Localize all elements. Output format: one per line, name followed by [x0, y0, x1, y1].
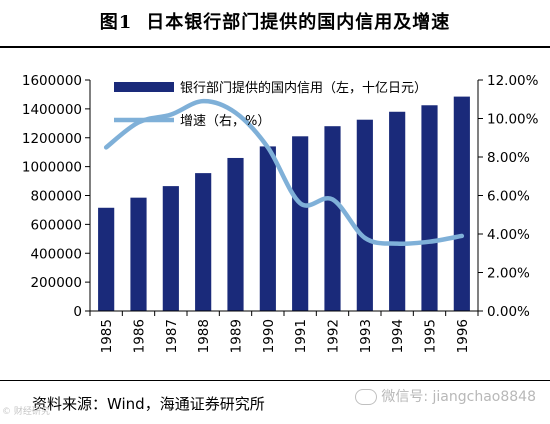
bar-1995 — [421, 105, 438, 311]
wechat-icon — [355, 389, 378, 405]
bar-1994 — [389, 111, 406, 311]
x-tick-label: 1993 — [358, 319, 374, 353]
chart-area: 0 200000 400000 600000 800000 1000000 1200000 1… — [0, 48, 550, 378]
bar-1988 — [195, 173, 212, 311]
combo-chart: 0 200000 400000 600000 800000 1000000 1200000 1… — [22, 73, 539, 353]
right-tick-label: 6.00% — [487, 189, 530, 205]
bar-1996 — [453, 96, 470, 312]
left-tick-label: 1200000 — [22, 131, 82, 147]
left-tick-label: 200000 — [30, 275, 82, 291]
bar-1993 — [356, 119, 373, 311]
bar-1989 — [227, 157, 244, 311]
x-tick-label: 1991 — [293, 319, 309, 353]
x-tick-label: 1996 — [455, 319, 471, 353]
right-tick-label: 12.00% — [487, 73, 539, 89]
watermark-text: 微信号: jiangchao8848 — [381, 389, 536, 405]
bottom-rule — [0, 380, 550, 381]
right-axis: 0.00% 2.00% 4.00% 6.00% 8.00% 10.00% 12.00% — [477, 73, 539, 320]
right-tick-label: 2.00% — [487, 266, 530, 282]
left-tick-label: 1600000 — [22, 73, 82, 89]
legend-bar-swatch — [114, 82, 174, 92]
x-tick-label: 1985 — [99, 319, 115, 353]
x-tick-label: 1995 — [423, 319, 439, 353]
x-tick-label: 1988 — [196, 319, 212, 353]
x-tick-label: 1992 — [326, 319, 342, 353]
bar-1985 — [98, 207, 115, 311]
legend: 银行部门提供的国内信用（左，十亿日元） 增速（右，%） — [114, 80, 427, 129]
growth-line — [103, 98, 465, 247]
right-tick-label: 10.00% — [487, 112, 539, 128]
left-tick-label: 1000000 — [22, 160, 82, 176]
right-tick-label: 4.00% — [487, 227, 530, 243]
figure-number: 图1 — [99, 12, 133, 33]
bar-series — [98, 96, 470, 312]
left-tick-label: 600000 — [30, 217, 82, 233]
left-tick-label: 400000 — [30, 246, 82, 262]
left-tick-label: 800000 — [30, 189, 82, 205]
legend-line-label: 增速（右，%） — [180, 114, 270, 129]
source-note: 资料来源：Wind，海通证券研究所 — [32, 395, 265, 413]
bar-1990 — [259, 146, 276, 311]
x-axis: 1985 1986 1987 1988 1989 1990 1991 1992 1993 1994… — [89, 310, 479, 353]
x-tick-label: 1990 — [261, 319, 277, 353]
bar-1987 — [162, 186, 179, 311]
x-tick-label: 1989 — [229, 319, 245, 353]
bar-1992 — [324, 126, 341, 311]
x-tick-label: 1994 — [390, 319, 406, 353]
left-axis: 0 200000 400000 600000 800000 1000000 1200000 1… — [22, 73, 91, 320]
legend-bar-label: 银行部门提供的国内信用（左，十亿日元） — [180, 80, 427, 96]
line-series — [103, 98, 465, 247]
right-tick-label: 0.00% — [487, 304, 530, 320]
top-rule — [0, 46, 550, 48]
watermark-left: © 财经研究 — [2, 407, 50, 417]
figure-title: 图1 日本银行部门提供的国内信用及增速 — [0, 0, 550, 46]
x-tick-label: 1986 — [132, 319, 148, 353]
x-tick-label: 1987 — [164, 319, 180, 353]
right-tick-label: 8.00% — [487, 150, 530, 166]
bar-1991 — [292, 136, 309, 311]
bar-1986 — [130, 197, 147, 311]
left-tick-label: 0 — [73, 304, 82, 320]
left-tick-label: 1400000 — [22, 102, 82, 118]
figure-title-text: 日本银行部门提供的国内信用及增速 — [146, 12, 451, 33]
watermark: 微信号: jiangchao8848 — [355, 386, 536, 406]
